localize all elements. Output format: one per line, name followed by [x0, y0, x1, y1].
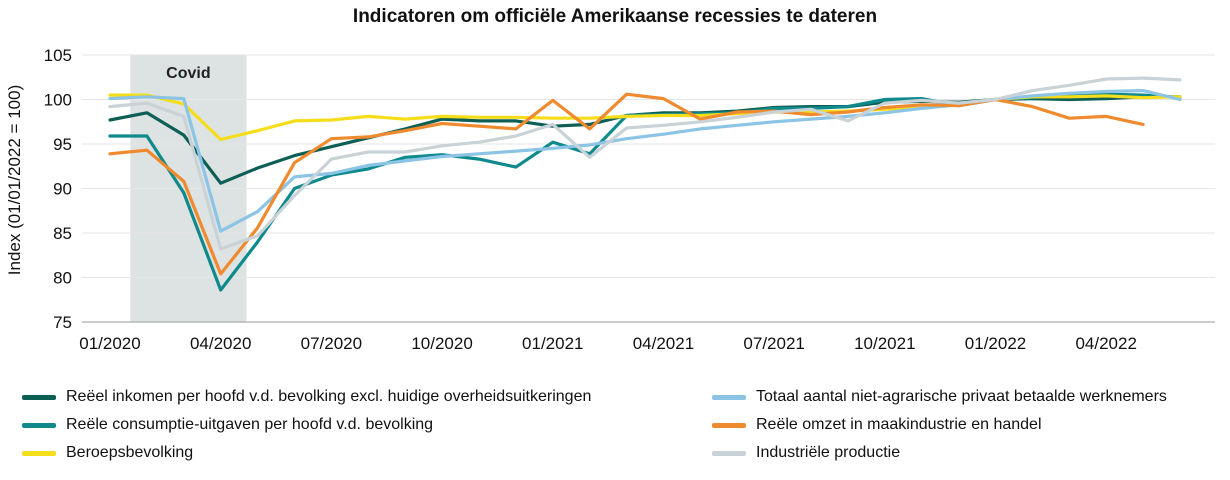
- y-tick-label: 80: [53, 269, 72, 288]
- legend-item: Industriële productie: [712, 444, 900, 462]
- series-line-6: [108, 76, 1182, 251]
- legend-label: Totaal aantal niet-agrarische privaat be…: [756, 388, 1167, 405]
- x-tick-label: 07/2021: [743, 334, 804, 353]
- covid-label: Covid: [166, 65, 210, 82]
- legend-item: Beroepsbevolking: [22, 444, 193, 462]
- gridlines: [82, 54, 1215, 323]
- legend-label: Reële omzet in maakindustrie en handel: [756, 416, 1042, 433]
- x-tick-label: 07/2020: [301, 334, 362, 353]
- legend-label: Beroepsbevolking: [66, 444, 194, 461]
- legend-label: Industriële productie: [756, 444, 901, 461]
- legend-item: Reële omzet in maakindustrie en handel: [712, 416, 1042, 434]
- x-tick-label: 04/2022: [1075, 334, 1136, 353]
- y-tick-label: 75: [53, 313, 72, 332]
- series-line-1: [108, 95, 1182, 185]
- y-tick-label: 85: [53, 224, 72, 243]
- y-tick-label: 100: [44, 91, 72, 110]
- series-line-3: [108, 93, 1182, 142]
- legend-swatch: [712, 422, 746, 428]
- legend-label: Reële consumptie-uitgaven per hoofd v.d.…: [66, 416, 434, 433]
- legend-label: Reëel inkomen per hoofd v.d. bevolking e…: [66, 388, 592, 405]
- legend-item: Reële consumptie-uitgaven per hoofd v.d.…: [22, 416, 433, 434]
- legend-swatch: [22, 450, 56, 456]
- y-tick-label: 95: [53, 135, 72, 154]
- legend-swatch: [22, 422, 56, 428]
- y-axis-label: Index (01/01/2022 = 100): [5, 85, 24, 275]
- series-line-5: [108, 92, 1145, 276]
- legend-swatch: [712, 394, 746, 400]
- x-tick-label: 01/2020: [79, 334, 140, 353]
- x-tick-label: 10/2021: [854, 334, 915, 353]
- line-chart: Covid 75 80 85 90 95 100 105 01/2020 04/2020 07/2…: [5, 46, 1215, 353]
- y-tick-label: 90: [53, 180, 72, 199]
- legend-swatch: [712, 450, 746, 456]
- axis-labels: 75 80 85 90 95 100 105 01/2020 04/2020 07/2020 10/…: [44, 46, 1137, 353]
- series-line-2: [108, 92, 1182, 292]
- legend-item: Totaal aantal niet-agrarische privaat be…: [712, 388, 1167, 406]
- legend-item: Reëel inkomen per hoofd v.d. bevolking e…: [22, 388, 591, 406]
- series-line-4: [108, 89, 1182, 233]
- y-tick-label: 105: [44, 46, 72, 65]
- legend-swatch: [22, 394, 56, 400]
- x-tick-label: 01/2022: [965, 334, 1026, 353]
- series-lines: [108, 76, 1182, 292]
- x-tick-label: 01/2021: [522, 334, 583, 353]
- chart-title: Indicatoren om officiële Amerikaanse rec…: [352, 6, 878, 27]
- x-tick-label: 04/2020: [190, 334, 251, 353]
- x-tick-label: 10/2020: [411, 334, 472, 353]
- x-tick-label: 04/2021: [633, 334, 694, 353]
